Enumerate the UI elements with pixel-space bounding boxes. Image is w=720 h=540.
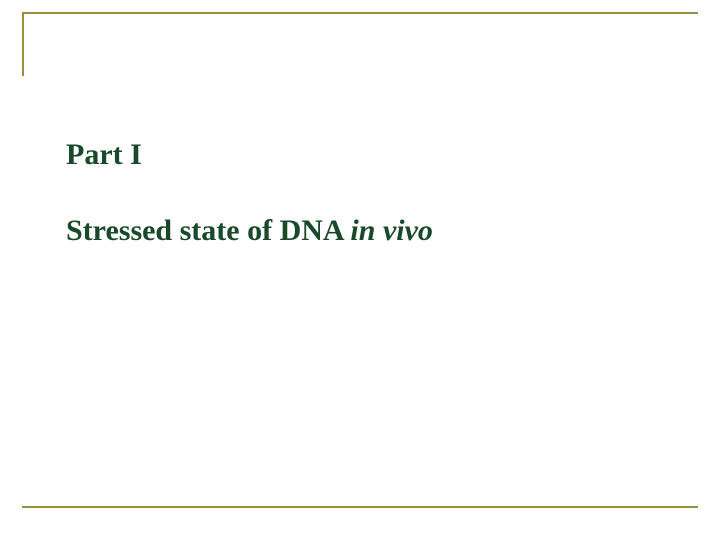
top-border-rule: [22, 12, 698, 14]
slide-title: Stressed state of DNA in vivo: [66, 214, 680, 248]
title-prefix: Stressed state of DNA: [66, 214, 350, 247]
part-label: Part I: [66, 138, 680, 172]
left-border-tick: [22, 12, 24, 76]
title-italic: in vivo: [350, 214, 433, 247]
slide-content: Part I Stressed state of DNA in vivo: [66, 138, 680, 248]
bottom-border-rule: [22, 506, 698, 508]
